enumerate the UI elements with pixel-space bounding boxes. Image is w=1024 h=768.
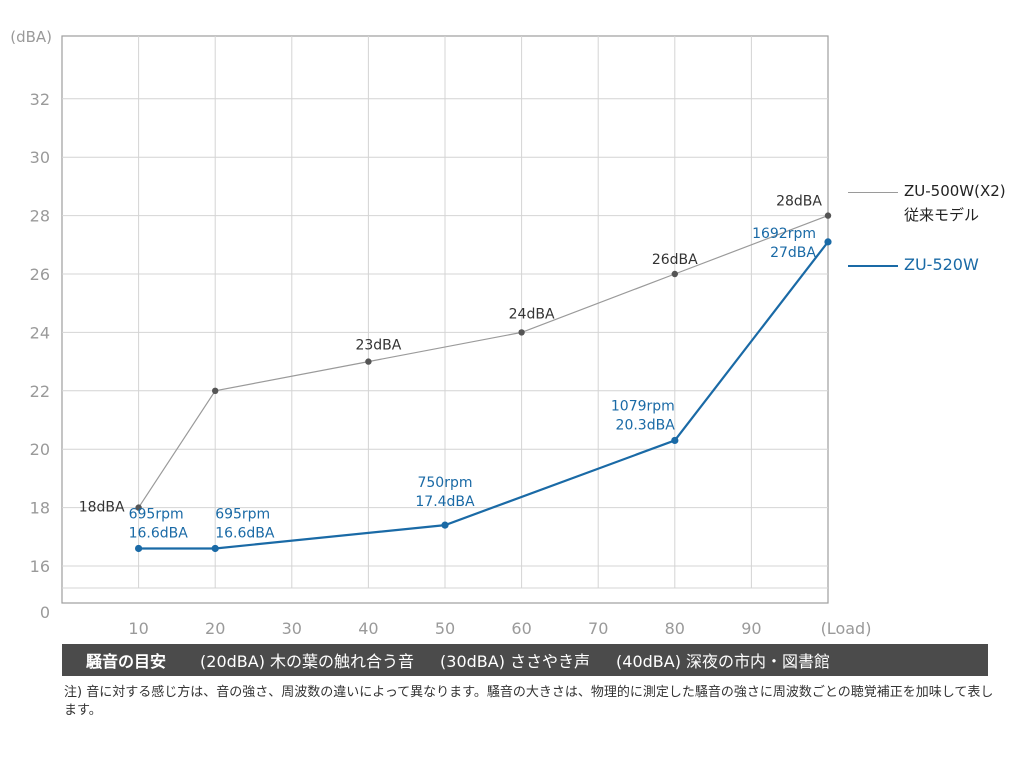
y-tick-label: 22 bbox=[30, 382, 50, 401]
data-point-zu520w bbox=[211, 544, 219, 553]
x-tick-label: 10 bbox=[128, 619, 148, 638]
y-tick-label: 30 bbox=[30, 148, 50, 167]
series-line-zu500w bbox=[138, 215, 829, 508]
data-point-zu500w bbox=[135, 504, 142, 511]
series-line-zu520w bbox=[138, 241, 829, 550]
data-label-zu500w: 24dBA bbox=[509, 306, 555, 322]
x-tick-label: 60 bbox=[511, 619, 531, 638]
data-label-zu500w: 18dBA bbox=[79, 500, 125, 516]
x-tick-label: 30 bbox=[282, 619, 302, 638]
x-tick-label: 80 bbox=[665, 619, 685, 638]
y-tick-label: 28 bbox=[30, 207, 50, 226]
data-label-zu520w-rpm: 695rpm bbox=[129, 506, 184, 522]
data-label-zu520w-rpm: 750rpm bbox=[417, 475, 472, 491]
y-tick-label: 24 bbox=[30, 323, 50, 342]
data-label-zu520w-rpm: 695rpm bbox=[215, 506, 270, 522]
y-zero-label: 0 bbox=[40, 603, 50, 622]
x-tick-label: 70 bbox=[588, 619, 608, 638]
noise-chart: 16 18 20 22 24 26 28 30 32 0 (dBA) 10 20 30 40 50 60 70 80… bbox=[10, 28, 872, 638]
x-tick-label: 20 bbox=[205, 619, 225, 638]
noise-guide-title: 騒音の目安 bbox=[86, 652, 167, 671]
data-label-zu520w-dba: 17.4dBA bbox=[415, 494, 475, 510]
x-axis-label: (Load) bbox=[821, 619, 872, 638]
legend-label-zu520w: ZU-520W bbox=[904, 255, 979, 274]
data-label-zu520w-dba: 16.6dBA bbox=[215, 525, 275, 541]
noise-guide-bar: 騒音の目安 (20dBA) 木の葉の触れ合う音 (30dBA) ささやき声 (4… bbox=[62, 644, 988, 676]
data-point-zu520w bbox=[135, 544, 143, 553]
legend-sublabel-zu500w: 従来モデル bbox=[904, 206, 980, 224]
data-label-zu520w-dba: 16.6dBA bbox=[129, 525, 189, 541]
data-label-zu520w-rpm: 1692rpm bbox=[752, 226, 816, 242]
data-label-zu500w: 23dBA bbox=[355, 338, 401, 354]
footnote: 注) 音に対する感じ方は、音の強さ、周波数の違いによって異なります。騒音の大きさ… bbox=[64, 685, 994, 718]
x-tick-label: 50 bbox=[435, 619, 455, 638]
data-point-zu500w bbox=[824, 212, 832, 219]
noise-guide-item-30dba: (30dBA) ささやき声 bbox=[440, 652, 591, 671]
noise-guide-item-40dba: (40dBA) 深夜の市内・図書館 bbox=[616, 652, 831, 671]
data-label-zu520w-dba: 27dBA bbox=[770, 245, 816, 261]
y-tick-label: 32 bbox=[30, 90, 50, 109]
y-tick-label: 26 bbox=[30, 265, 50, 284]
x-tick-label: 90 bbox=[741, 619, 761, 638]
data-point-zu500w bbox=[518, 329, 525, 336]
y-tick-label: 20 bbox=[30, 440, 50, 459]
legend-line-zu500w bbox=[848, 192, 898, 193]
y-tick-label: 16 bbox=[30, 557, 50, 576]
noise-guide-item-20dba: (20dBA) 木の葉の触れ合う音 bbox=[200, 652, 415, 671]
data-label-zu520w-rpm: 1079rpm bbox=[611, 398, 675, 414]
data-point-zu520w bbox=[824, 238, 832, 246]
data-label-zu500w: 28dBA bbox=[776, 194, 822, 210]
data-point-zu520w bbox=[671, 436, 679, 445]
x-tick-label: 40 bbox=[358, 619, 378, 638]
data-point-zu500w bbox=[365, 358, 372, 365]
legend-label-zu500w: ZU-500W(X2) bbox=[904, 182, 1006, 200]
data-point-zu500w bbox=[212, 387, 219, 394]
data-label-zu500w: 26dBA bbox=[652, 252, 698, 268]
data-point-zu500w bbox=[671, 270, 678, 278]
y-tick-label: 18 bbox=[30, 499, 50, 518]
data-label-zu520w-dba: 20.3dBA bbox=[616, 417, 676, 433]
legend-line-zu520w bbox=[848, 265, 898, 267]
data-point-zu520w bbox=[441, 521, 449, 529]
y-axis-label: (dBA) bbox=[10, 28, 52, 46]
